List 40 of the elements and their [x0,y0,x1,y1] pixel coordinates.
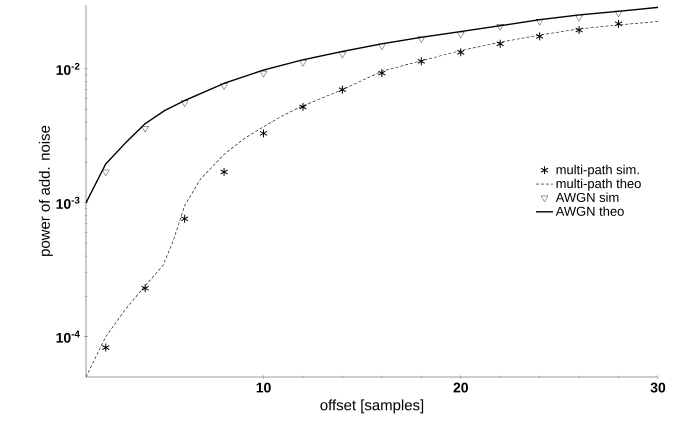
y-tick-label: 10$^{-2}$ [56,62,80,75]
point [220,83,228,90]
point [536,32,544,41]
point [260,128,268,138]
point [378,44,386,50]
point [417,56,426,66]
legend-label: multi-path sim. [556,164,639,177]
point [457,32,464,38]
point [378,68,386,78]
point [260,70,268,78]
point [614,10,622,18]
legend-label: multi-path theo [556,178,641,191]
point [418,36,425,43]
point [456,48,465,57]
point [299,60,307,66]
point [180,100,188,107]
point [299,102,307,112]
point [180,214,189,224]
y-axis-title: power of add. noise [38,126,53,256]
point [102,170,110,176]
y-tick-label: 10$^{-3}$ [56,196,80,209]
legend-label: AWGN theo [556,206,624,216]
point [536,19,544,26]
x-tick-label: 10 [256,382,271,393]
point [575,26,584,35]
point [338,52,346,58]
point [102,343,110,352]
point [141,284,150,293]
point [575,15,583,22]
point [142,126,149,132]
point [496,24,504,30]
point [338,85,346,94]
point [614,19,623,28]
x-axis-title: offset [samples] [320,399,424,414]
x-tick-label: 20 [453,382,468,393]
x-tick-label: 30 [650,382,666,393]
point [496,39,504,48]
y-tick-label: 10$^{-4}$ [56,330,80,343]
legend-label: AWGN sim [556,192,618,202]
point [220,167,228,176]
